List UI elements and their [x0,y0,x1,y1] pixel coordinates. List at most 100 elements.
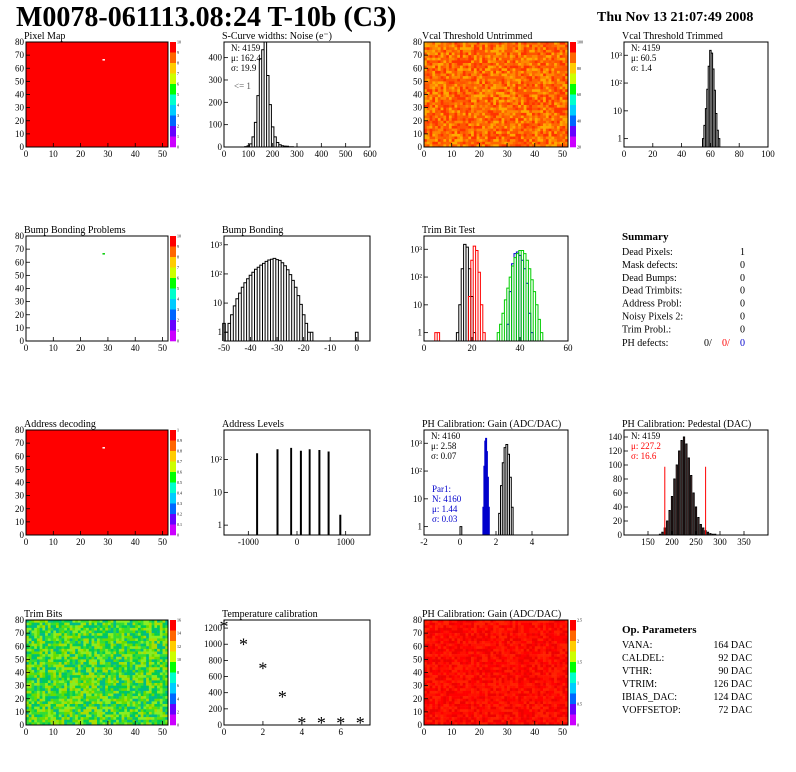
heatmap-cell [440,81,444,85]
heatmap-cell [159,635,163,639]
heatmap-cell [498,105,502,108]
heatmap-cell [99,646,103,650]
heatmap-cell [493,68,497,72]
heatmap-cell [462,141,466,145]
heatmap-cell [484,42,488,45]
heatmap-cell [94,704,98,707]
heatmap-cell [116,685,120,689]
heatmap-cell [565,81,569,85]
heatmap-cell [507,133,511,137]
heatmap-cell [50,641,54,644]
heatmap-cell [460,60,464,64]
heatmap-cell [529,107,533,111]
heatmap-cell [105,622,109,626]
heatmap-cell [473,126,477,129]
heatmap-cell [424,646,428,650]
heatmap-cell [132,651,136,655]
heatmap-cell [537,70,541,74]
heatmap-cell [154,641,158,644]
heatmap-cell [102,633,106,637]
heatmap-cell [476,42,480,45]
heatmap-cell [64,630,68,634]
heatmap-cell [159,643,163,647]
heatmap-cell [465,105,469,108]
heatmap-cell [102,672,106,676]
heatmap-cell [473,107,477,111]
heatmap-cell [58,648,62,652]
heatmap-cell [34,633,38,637]
heatmap-cell [50,677,54,681]
heatmap-cell [462,144,466,148]
heatmap-cell [113,693,117,697]
heatmap-cell [66,648,70,652]
heatmap-cell [159,620,163,623]
heatmap-cell [493,107,497,111]
heatmap-cell [529,44,533,48]
heatmap-cell [532,99,536,103]
heatmap-cell [91,654,95,658]
heatmap-cell [129,669,133,673]
heatmap-cell [556,99,560,103]
heatmap-cell [509,68,513,72]
heatmap-cell [429,52,433,56]
heatmap-cell [520,144,524,148]
heatmap-cell [501,70,505,74]
heatmap-cell [540,112,544,116]
heatmap-cell [484,81,488,85]
heatmap-cell [498,91,502,95]
heatmap-cell [424,55,428,59]
heatmap-cell [97,627,101,631]
heatmap-cell [157,633,161,637]
heatmap-cell [429,63,433,66]
heatmap-cell [135,696,139,700]
heatmap-cell [451,44,455,48]
heatmap-cell [50,662,54,665]
heatmap-cell [440,654,444,658]
heatmap-cell [482,94,486,98]
heatmap-cell [515,110,519,114]
heatmap-cell [118,709,122,713]
heatmap-cell [69,685,73,689]
heatmap-cell [462,133,466,137]
heatmap-cell [83,646,87,650]
heatmap-cell [154,662,158,665]
heatmap-cell [110,701,114,705]
heatmap-cell [543,42,547,45]
heatmap-cell [110,641,114,644]
heatmap-cell [507,78,511,82]
heatmap-cell [105,664,109,668]
heatmap-cell [75,627,79,631]
heatmap-cell [515,44,519,48]
heatmap-cell [565,141,569,145]
heatmap-cell [58,635,62,639]
heatmap-cell [482,123,486,127]
heatmap-cell [440,128,444,132]
heatmap-cell [53,638,57,642]
heatmap-cell [99,717,103,721]
heatmap-cell [437,47,441,51]
heatmap-cell [69,620,73,623]
heatmap-cell [429,60,433,64]
heatmap-cell [94,643,98,647]
heatmap-cell [496,139,500,143]
heatmap-cell [132,688,136,692]
heatmap-cell [559,99,563,103]
heatmap-cell [435,42,439,45]
heatmap-cell [121,706,125,710]
heatmap-cell [468,120,472,124]
heatmap-cell [556,141,560,145]
heatmap-cell [47,690,51,694]
heatmap-cell [501,120,505,124]
heatmap-cell [88,709,92,713]
heatmap-cell [493,73,497,77]
heatmap-cell [26,664,30,668]
heatmap-cell [507,70,511,74]
heatmap-cell [429,141,433,145]
colorbar-tick: 7 [177,265,179,270]
heatmap-cell [143,641,147,644]
heatmap-cell [61,625,65,629]
heatmap-cell [135,677,139,681]
heatmap-cell [135,648,139,652]
heatmap-cell [151,706,155,710]
